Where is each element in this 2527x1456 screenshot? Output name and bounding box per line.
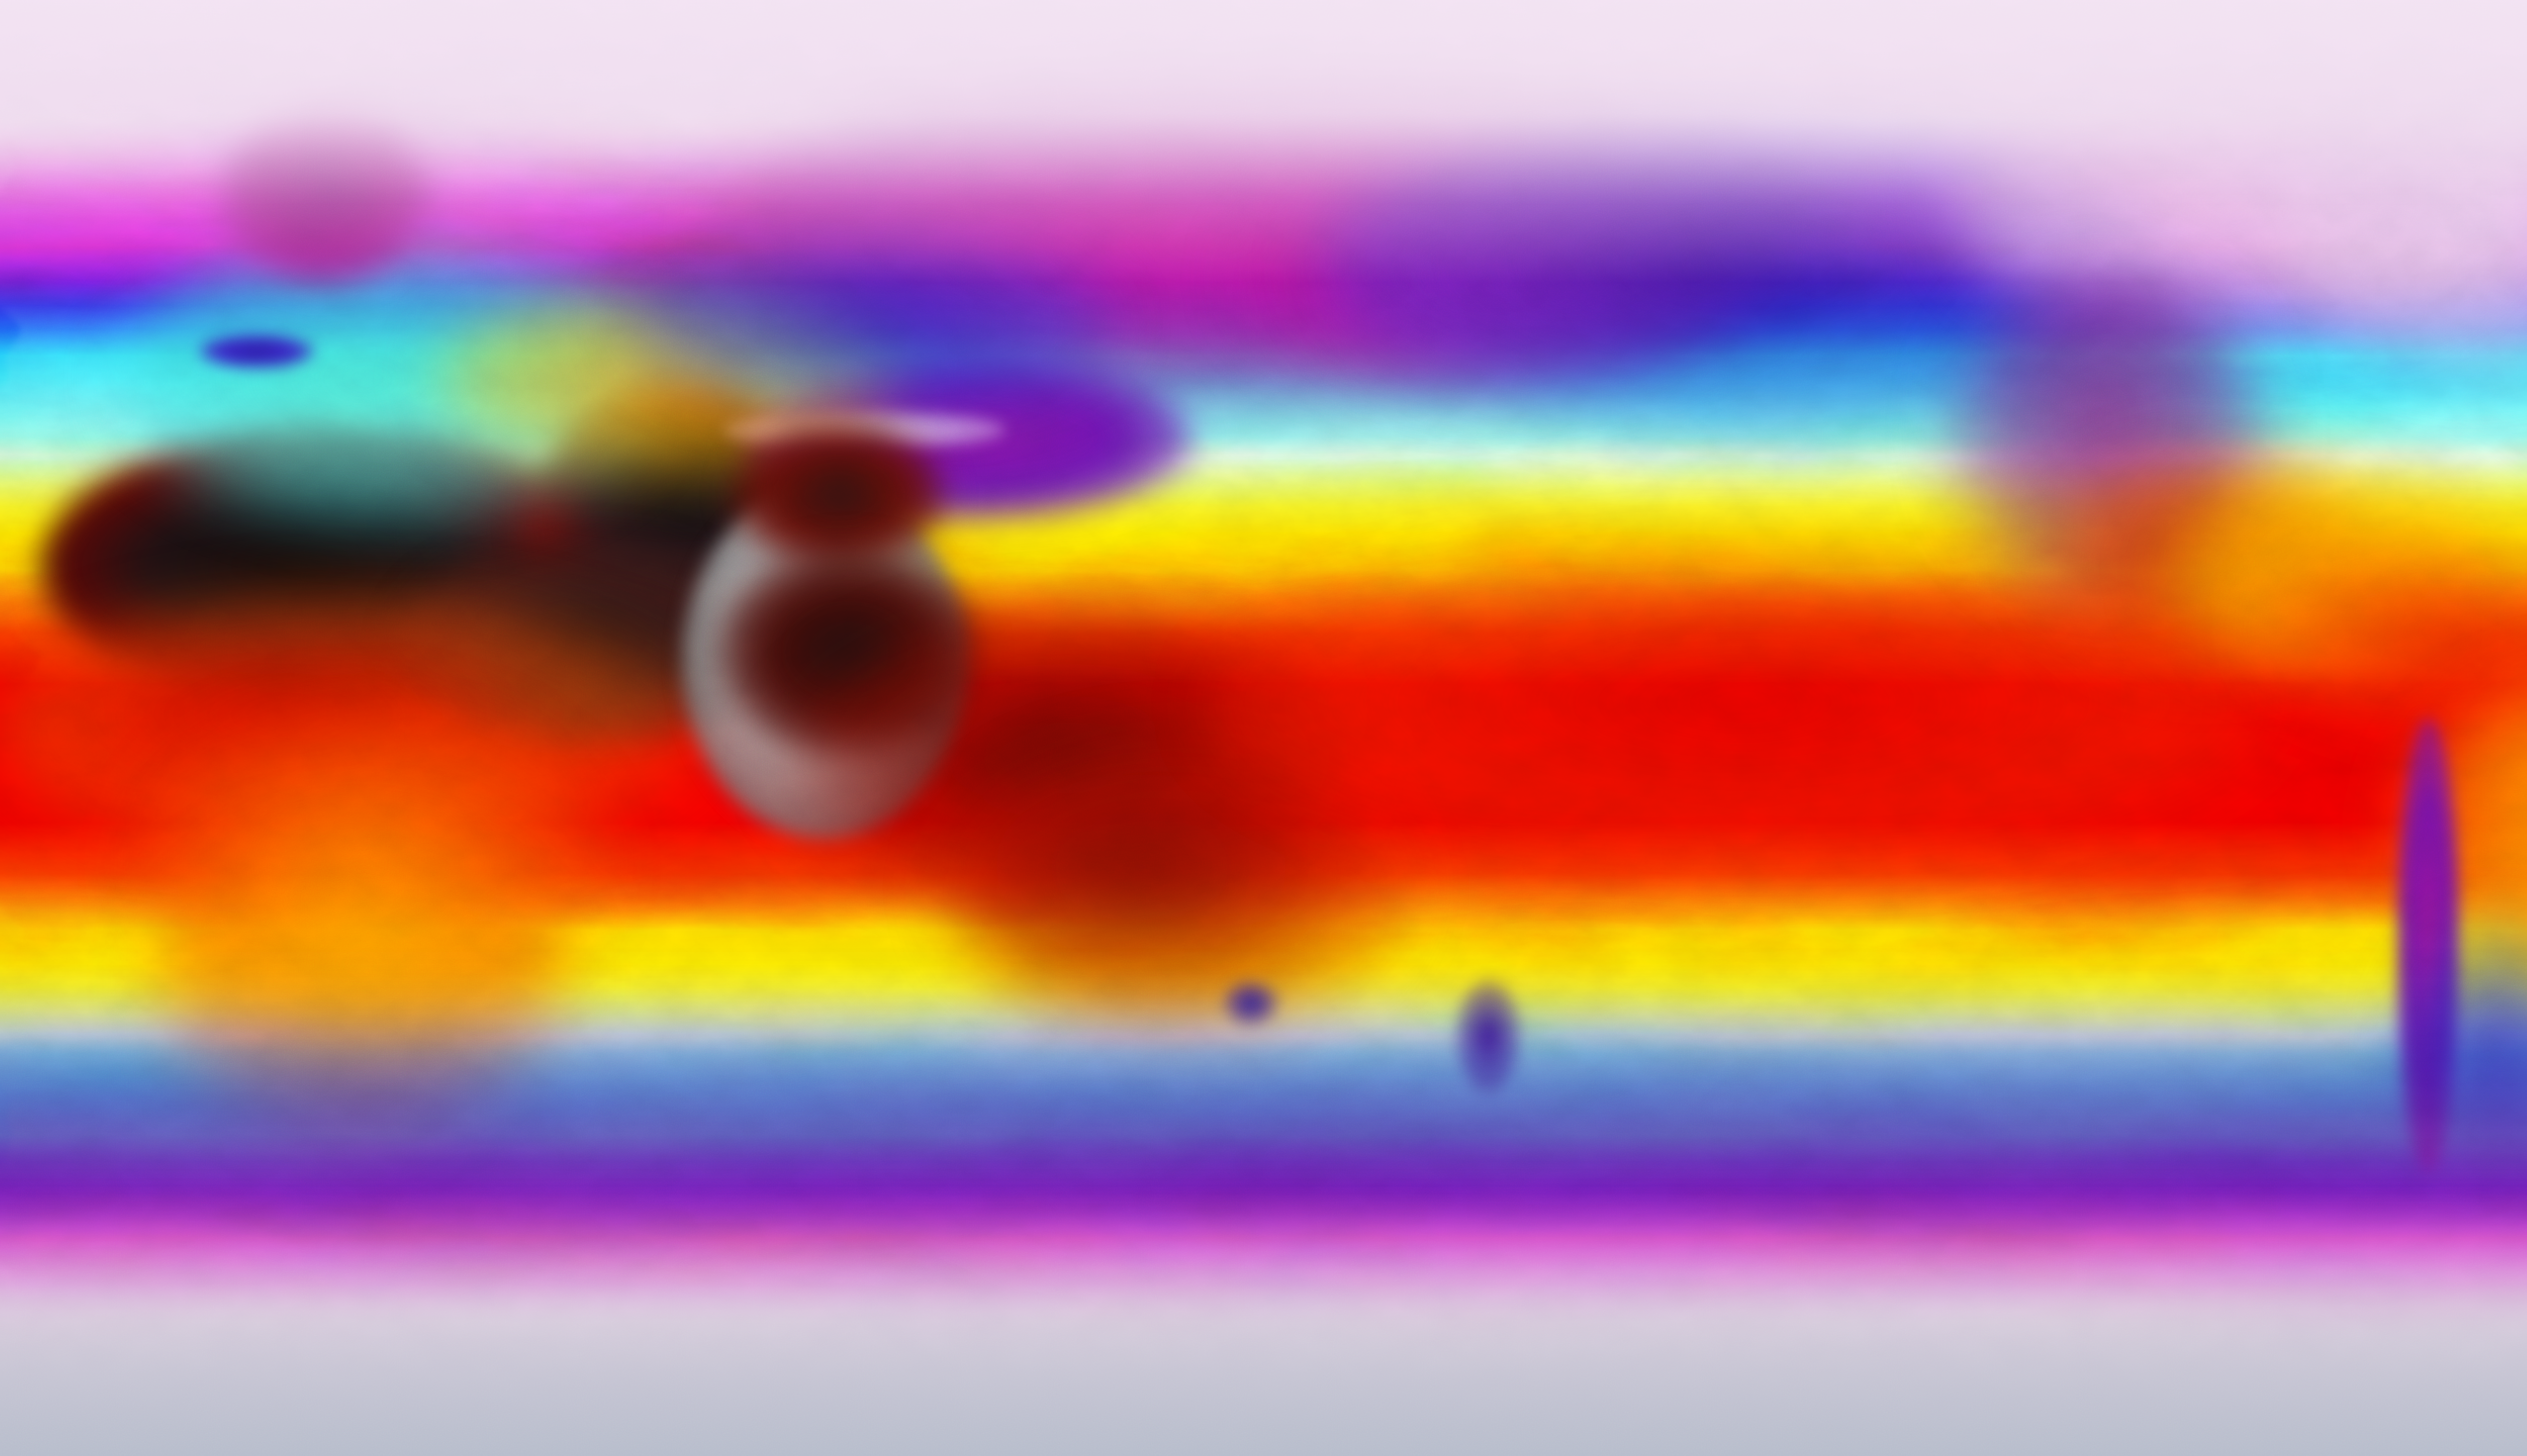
image-grain (0, 0, 2527, 1456)
global-temperature-map (0, 0, 2527, 1456)
